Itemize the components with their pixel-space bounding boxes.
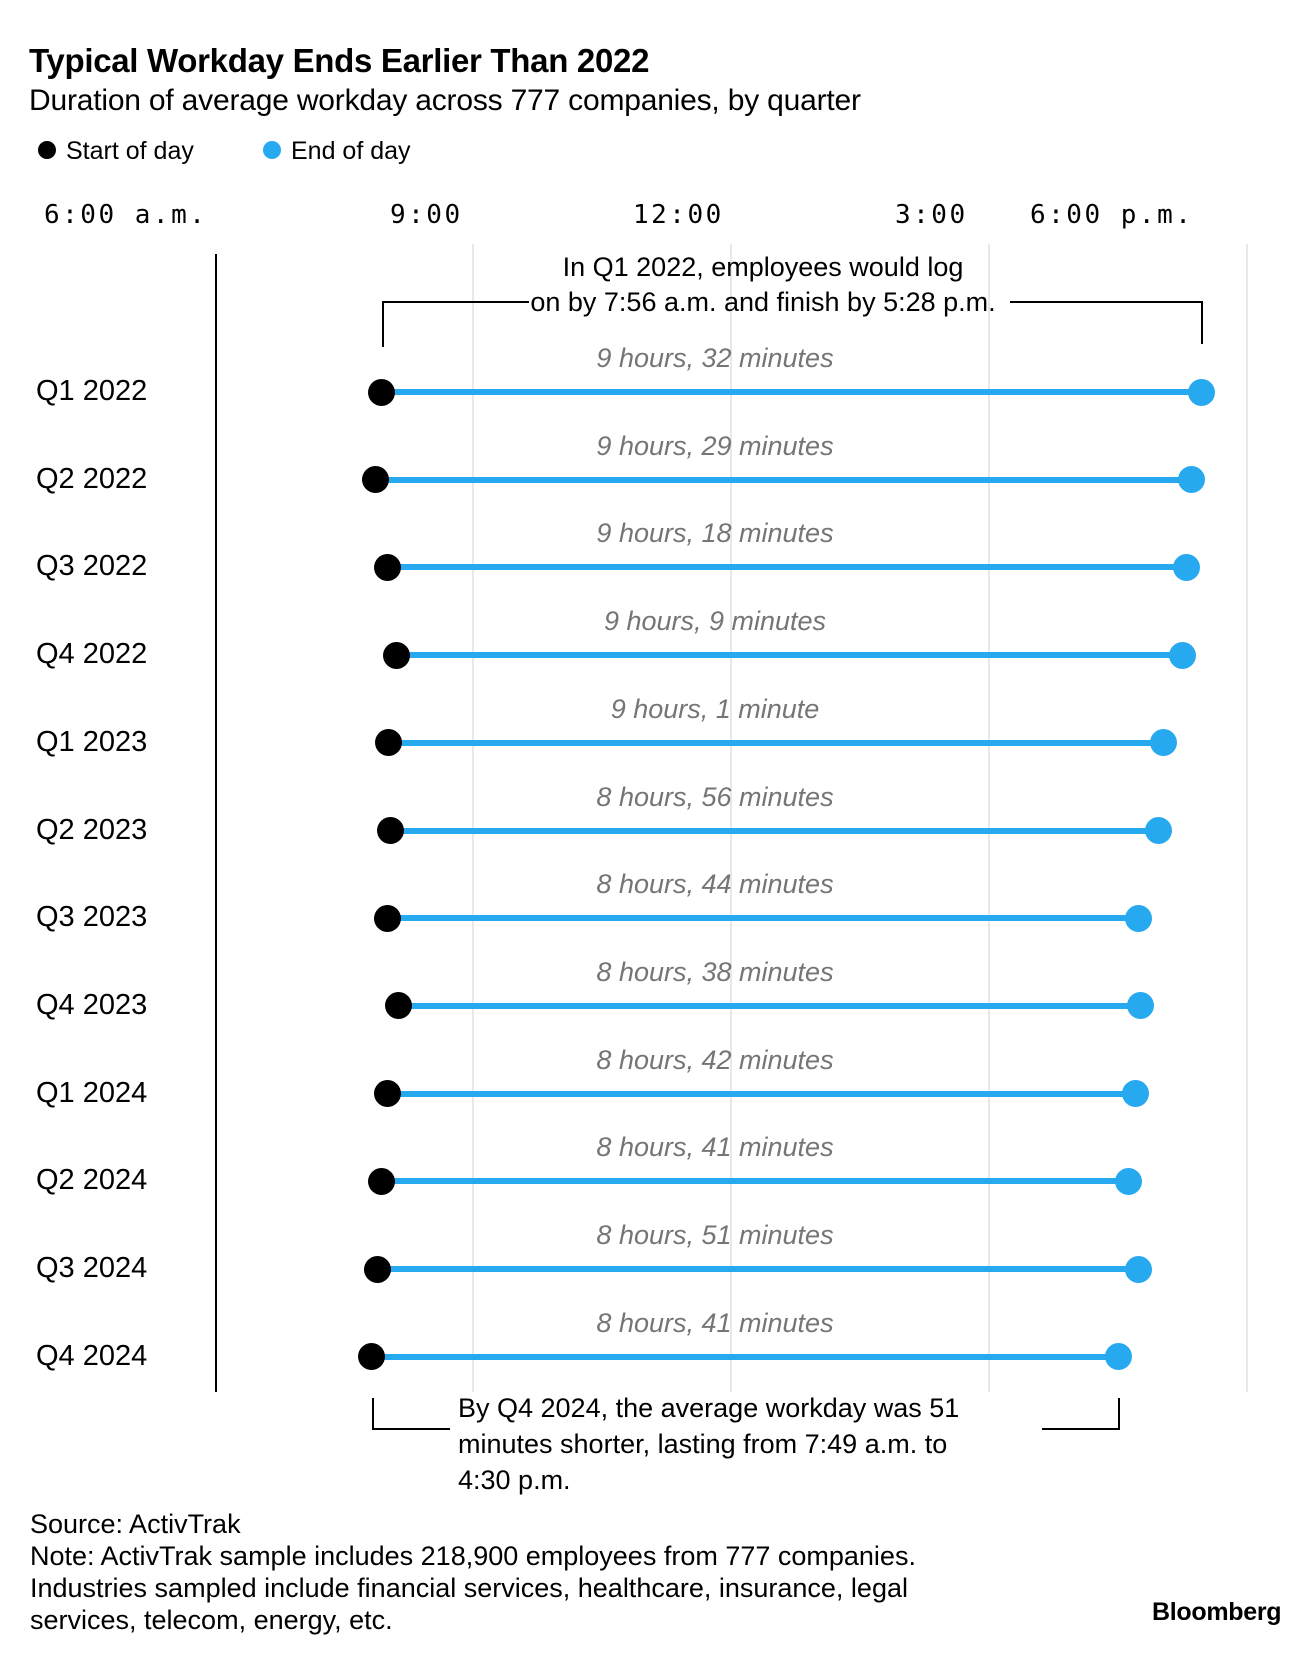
- workday-span-line: [388, 739, 1164, 746]
- annotation-q1-2022-line1: In Q1 2022, employees would log: [562, 252, 964, 282]
- x-axis-tick: 6:00 p.m.: [1030, 200, 1194, 230]
- row-label-q1-2024: Q1 2024: [36, 1076, 148, 1109]
- source-line: Source: ActivTrak: [30, 1509, 241, 1539]
- start-of-day-dot: [375, 729, 403, 757]
- start-of-day-dot: [385, 992, 413, 1020]
- end-of-day-dot: [1150, 729, 1178, 757]
- end-of-day-dot: [1144, 817, 1172, 844]
- legend-label-start: Start of day: [66, 137, 194, 165]
- workday-span-line: [371, 1353, 1119, 1360]
- annotation-bracket-bottom-right: [1042, 1398, 1121, 1430]
- bloomberg-logo: Bloomberg: [1152, 1598, 1282, 1626]
- duration-label: 8 hours, 41 minutes: [596, 1307, 834, 1338]
- end-of-day-dot: [1173, 553, 1201, 581]
- duration-label: 8 hours, 51 minutes: [596, 1220, 834, 1250]
- end-of-day-dot: [1114, 1167, 1142, 1195]
- workday-span-line: [398, 1002, 1141, 1009]
- duration-label: 9 hours, 9 minutes: [603, 606, 827, 637]
- annotation-bracket-top-right: [1010, 301, 1204, 344]
- note-line-3: services, telecom, energy, etc.: [30, 1605, 393, 1635]
- workday-span-line: [387, 915, 1139, 922]
- workday-span-line: [387, 1090, 1136, 1097]
- end-of-day-dot: [1124, 904, 1152, 932]
- start-of-day-dot: [373, 553, 401, 581]
- x-axis-tick: 12:00: [633, 200, 724, 230]
- legend-label-end: End of day: [291, 137, 411, 165]
- start-of-day-dot: [362, 466, 390, 494]
- row-label-q2-2022: Q2 2022: [36, 462, 148, 495]
- duration-label: 8 hours, 56 minutes: [596, 781, 834, 812]
- duration-label: 8 hours, 44 minutes: [596, 869, 834, 900]
- workday-span-line: [381, 389, 1202, 395]
- row-label-q4-2024: Q4 2024: [36, 1339, 148, 1372]
- note-line-2: Industries sampled include financial ser…: [30, 1573, 908, 1603]
- duration-label: 9 hours, 32 minutes: [596, 343, 834, 373]
- annotation-q1-2022-line2: on by 7:56 a.m. and finish by 5:28 p.m.: [530, 287, 996, 317]
- workday-span-line: [396, 652, 1183, 659]
- end-of-day-dot: [1121, 1080, 1149, 1108]
- annotation-bracket-bottom-left: [371, 1398, 450, 1430]
- end-of-day-dot: [1177, 466, 1205, 494]
- start-of-day-dot: [373, 1080, 401, 1108]
- workday-span-line: [375, 476, 1192, 483]
- gridline: [988, 244, 991, 1392]
- x-axis-tick: 6:00 a.m.: [44, 200, 208, 230]
- workday-span-line: [381, 1178, 1129, 1185]
- row-label-q2-2023: Q2 2023: [36, 813, 148, 846]
- row-label-q3-2024: Q3 2024: [36, 1252, 148, 1284]
- workday-span-line: [387, 564, 1187, 571]
- x-axis-tick: 9:00: [390, 200, 463, 230]
- note-block: Note: ActivTrak sample includes 218,900 …: [30, 1540, 916, 1636]
- row-label-q3-2022: Q3 2022: [36, 550, 148, 583]
- end-of-day-dot: [1169, 641, 1197, 669]
- end-of-day-dot: [1104, 1343, 1132, 1371]
- start-of-day-dot: [376, 817, 404, 844]
- end-of-day-dot: [1187, 378, 1215, 406]
- annotation-q4-2024-line3: 4:30 p.m.: [458, 1465, 571, 1495]
- duration-label: 9 hours, 1 minute: [610, 693, 820, 724]
- annotation-q4-2024-text: By Q4 2024, the average workday was 51 m…: [458, 1390, 959, 1498]
- end-of-day-dot: [1127, 992, 1155, 1020]
- row-label-q4-2022: Q4 2022: [36, 638, 148, 671]
- duration-label: 9 hours, 29 minutes: [596, 430, 834, 461]
- duration-label: 9 hours, 18 minutes: [596, 518, 834, 549]
- row-label-q1-2023: Q1 2023: [36, 725, 148, 758]
- row-label-q4-2023: Q4 2023: [36, 988, 148, 1021]
- row-label-q3-2023: Q3 2023: [36, 901, 148, 934]
- gridline: [472, 244, 475, 1392]
- annotation-q4-2024-line1: By Q4 2024, the average workday was 51: [458, 1393, 960, 1423]
- duration-label: 8 hours, 41 minutes: [596, 1132, 834, 1163]
- gridline: [1246, 244, 1248, 1392]
- end-of-day-legend-dot: [263, 141, 281, 159]
- row-label-q1-2022: Q1 2022: [36, 375, 148, 407]
- gridline: [730, 244, 733, 1392]
- note-line-1: Note: ActivTrak sample includes 218,900 …: [30, 1541, 916, 1571]
- annotation-bracket-top-left: [381, 301, 529, 347]
- workday-span-line: [377, 1266, 1139, 1272]
- x-axis-tick: 3:00: [895, 200, 968, 230]
- row-label-q2-2024: Q2 2024: [36, 1164, 148, 1197]
- chart-subtitle: Duration of average workday across 777 c…: [29, 84, 861, 117]
- start-of-day-dot: [373, 904, 401, 932]
- start-of-day-dot: [358, 1343, 386, 1371]
- workday-span-line: [390, 827, 1159, 834]
- chart-title: Typical Workday Ends Earlier Than 2022: [29, 42, 650, 79]
- duration-label: 8 hours, 38 minutes: [596, 956, 834, 987]
- start-of-day-dot: [368, 378, 396, 406]
- start-of-day-dot: [363, 1255, 391, 1283]
- start-of-day-dot: [368, 1167, 396, 1195]
- duration-label: 8 hours, 42 minutes: [596, 1044, 834, 1075]
- start-of-day-legend-dot: [38, 141, 56, 159]
- start-of-day-dot: [382, 641, 410, 669]
- end-of-day-dot: [1124, 1255, 1152, 1283]
- y-axis-line: [214, 254, 217, 1392]
- annotation-q4-2024-line2: minutes shorter, lasting from 7:49 a.m. …: [458, 1429, 948, 1459]
